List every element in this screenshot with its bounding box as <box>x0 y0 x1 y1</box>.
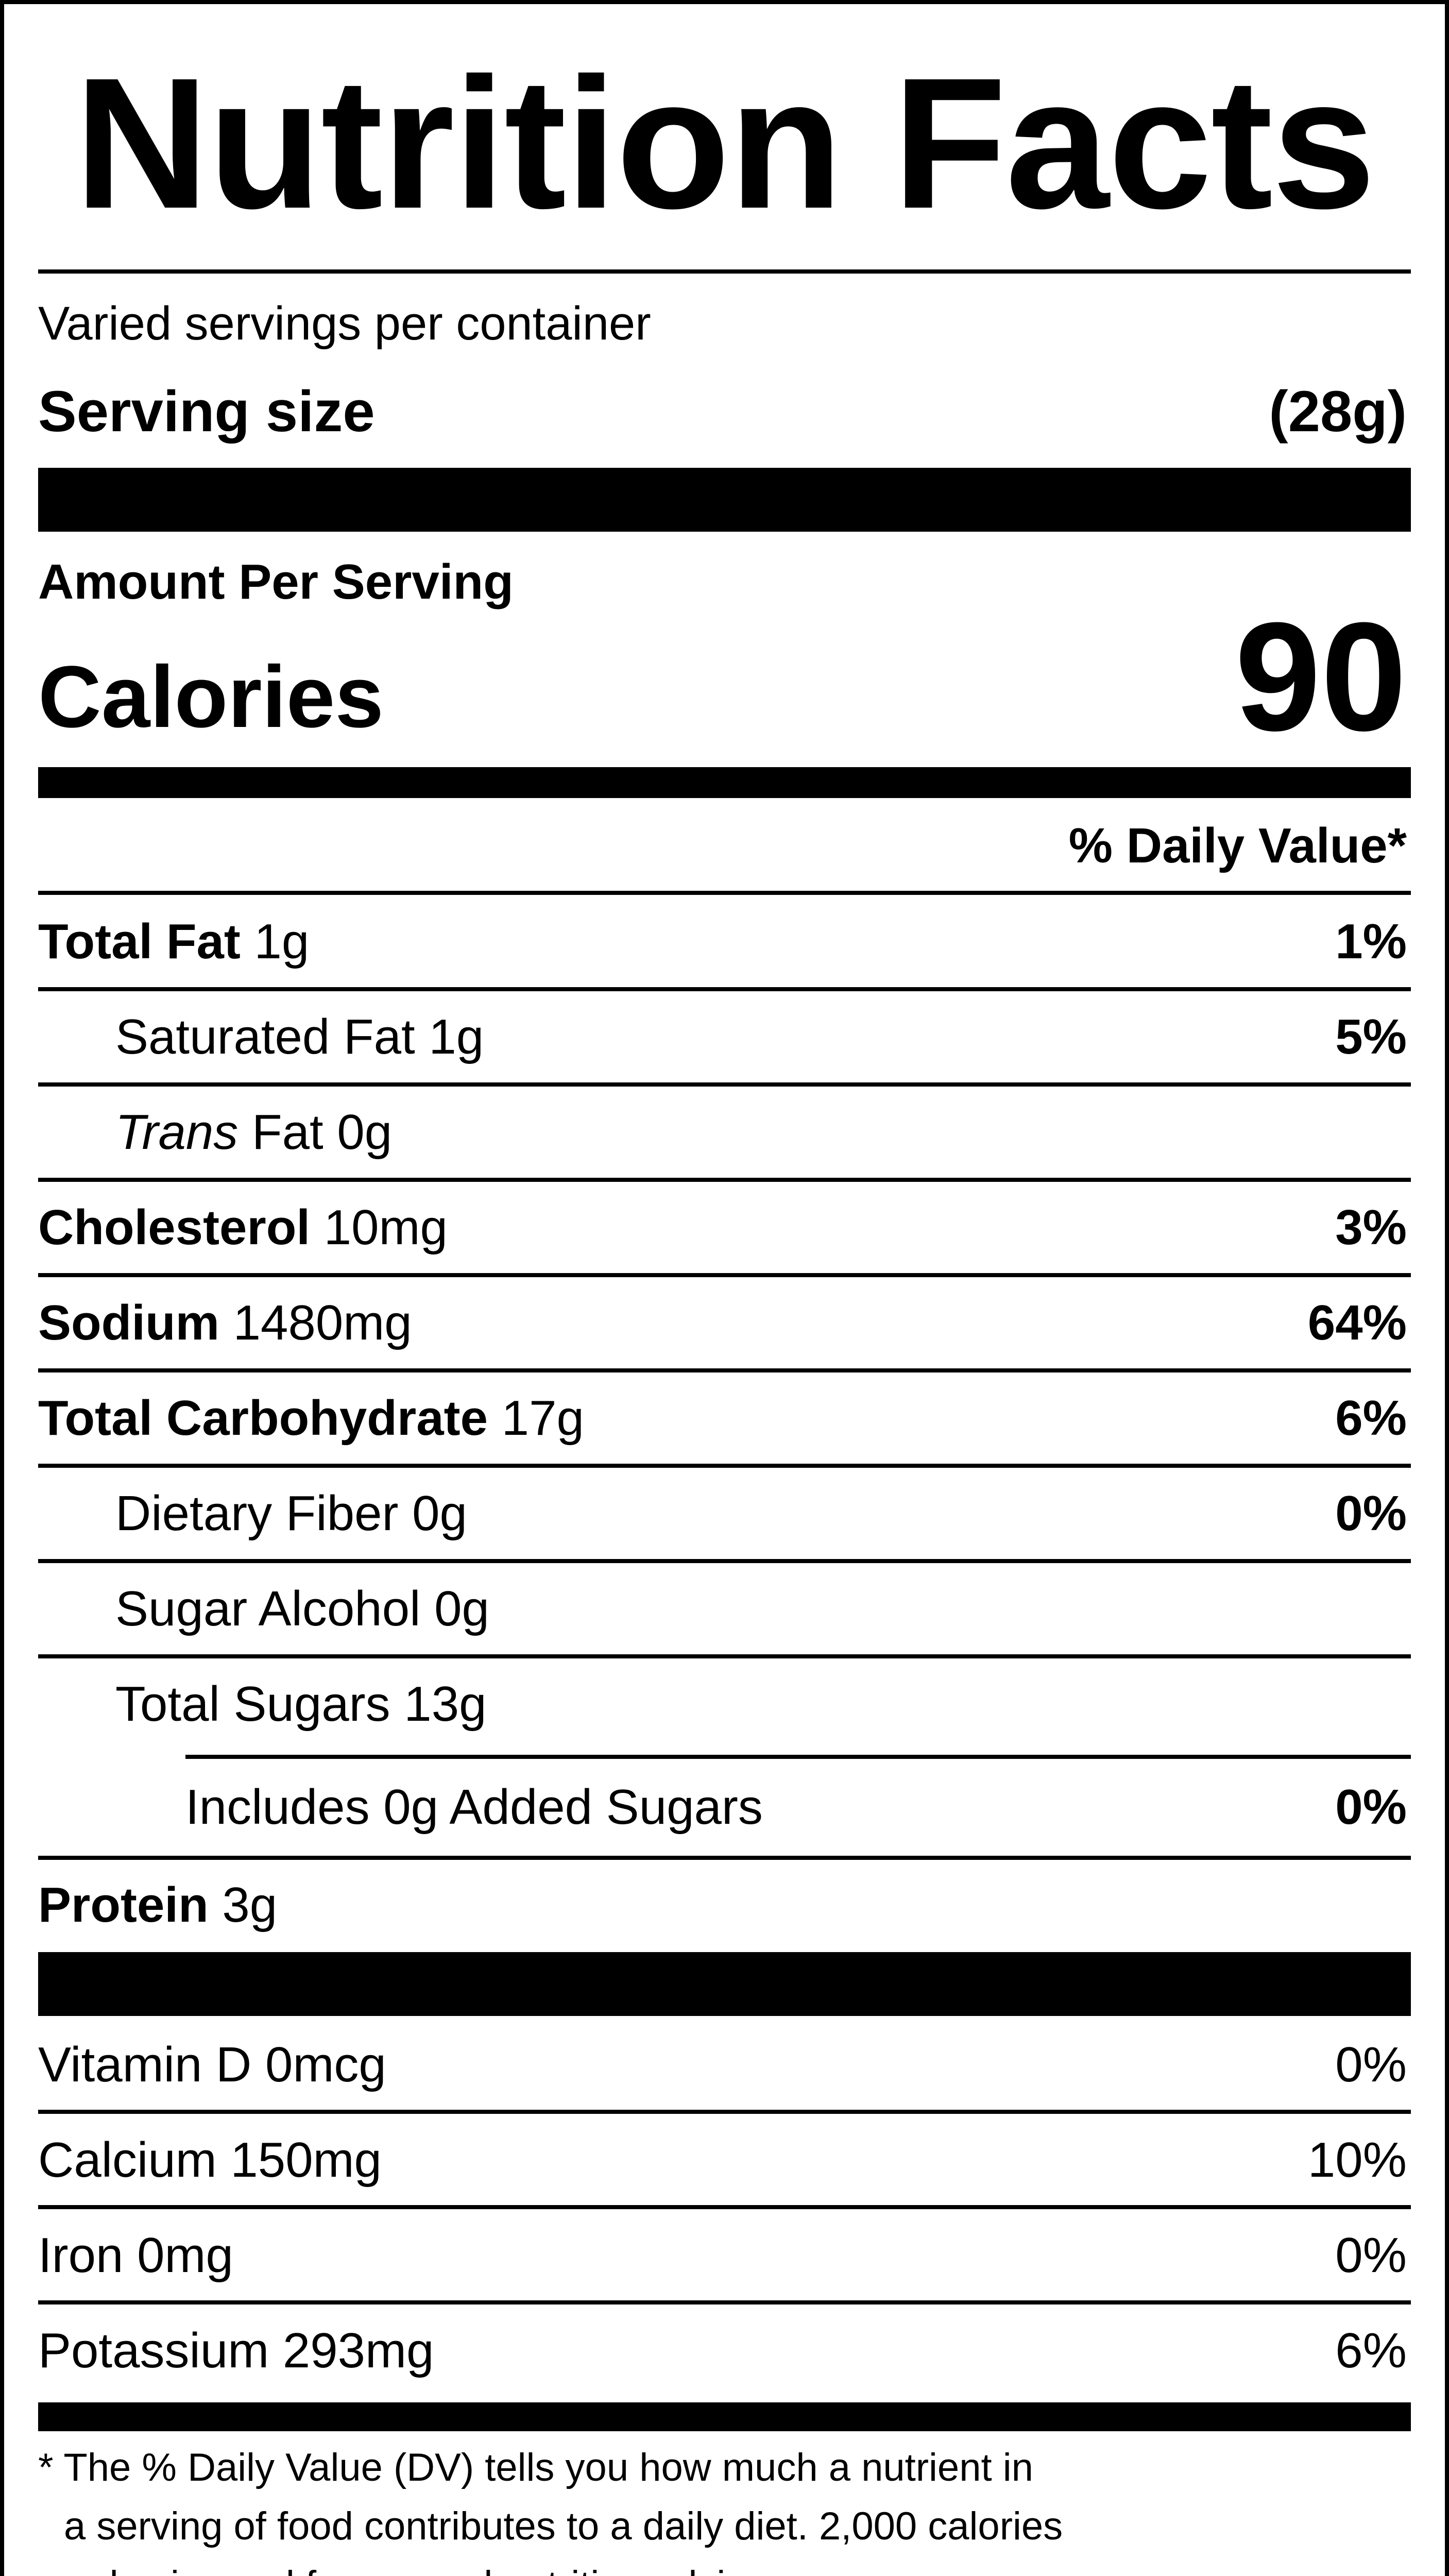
nutrient-row-sodium: Sodium 1480mg 64% <box>38 1295 1407 1350</box>
daily-value-header: % Daily Value* <box>1068 818 1407 873</box>
medium-divider <box>38 2402 1411 2431</box>
divider <box>38 1082 1411 1087</box>
nutrient-row-total-carbohydrate: Total Carbohydrate 17g 6% <box>38 1391 1407 1446</box>
divider <box>38 987 1411 991</box>
divider <box>38 1368 1411 1372</box>
serving-size-label: Serving size <box>38 379 375 444</box>
serving-size-row: Serving size (28g) <box>38 378 1411 445</box>
calories-label: Calories <box>38 648 384 746</box>
divider <box>38 1559 1411 1563</box>
divider <box>38 2300 1411 2304</box>
nutrient-row-cholesterol: Cholesterol 10mg 3% <box>38 1200 1407 1255</box>
vitamin-row-potassium: Potassium 293mg 6% <box>38 2323 1407 2378</box>
label-title: Nutrition Facts <box>74 39 1375 247</box>
nutrient-row-saturated-fat: Saturated Fat 1g 5% <box>115 1009 1407 1064</box>
vitamin-row-vitamin-d: Vitamin D 0mcg 0% <box>38 2037 1407 2092</box>
vitamin-row-iron: Iron 0mg 0% <box>38 2228 1407 2283</box>
nutrient-row-added-sugars: Includes 0g Added Sugars 0% <box>185 1780 1407 1835</box>
divider <box>38 1273 1411 1277</box>
nutrient-row-protein: Protein 3g <box>38 1877 278 1933</box>
divider <box>38 1464 1411 1468</box>
divider <box>38 891 1411 895</box>
nutrient-row-trans-fat: Trans Fat 0g <box>115 1105 393 1160</box>
nutrient-row-total-sugars: Total Sugars 13g <box>115 1676 487 1732</box>
medium-divider <box>38 767 1411 798</box>
amount-per-serving: Amount Per Serving <box>38 554 514 609</box>
divider <box>38 1178 1411 1182</box>
label-inner: Nutrition Facts Varied servings per cont… <box>38 4 1411 2576</box>
calories-row: Calories 90 <box>38 599 1411 754</box>
thick-divider <box>38 1952 1411 2016</box>
nutrient-row-total-fat: Total Fat 1g 1% <box>38 914 1407 969</box>
nutrient-row-sugar-alcohol: Sugar Alcohol 0g <box>115 1581 489 1636</box>
divider <box>38 1654 1411 1658</box>
footnote: * The % Daily Value (DV) tells you how m… <box>38 2446 1063 2576</box>
divider <box>38 2110 1411 2114</box>
nutrient-row-dietary-fiber: Dietary Fiber 0g 0% <box>115 1486 1407 1541</box>
calories-value: 90 <box>1235 590 1407 763</box>
thick-divider <box>38 468 1411 532</box>
servings-per-container: Varied servings per container <box>38 297 651 350</box>
divider <box>38 269 1411 274</box>
divider <box>38 1856 1411 1860</box>
divider-indented <box>185 1755 1411 1759</box>
divider <box>38 2205 1411 2209</box>
vitamin-row-calcium: Calcium 150mg 10% <box>38 2132 1407 2188</box>
serving-size-value: (28g) <box>1269 379 1407 444</box>
